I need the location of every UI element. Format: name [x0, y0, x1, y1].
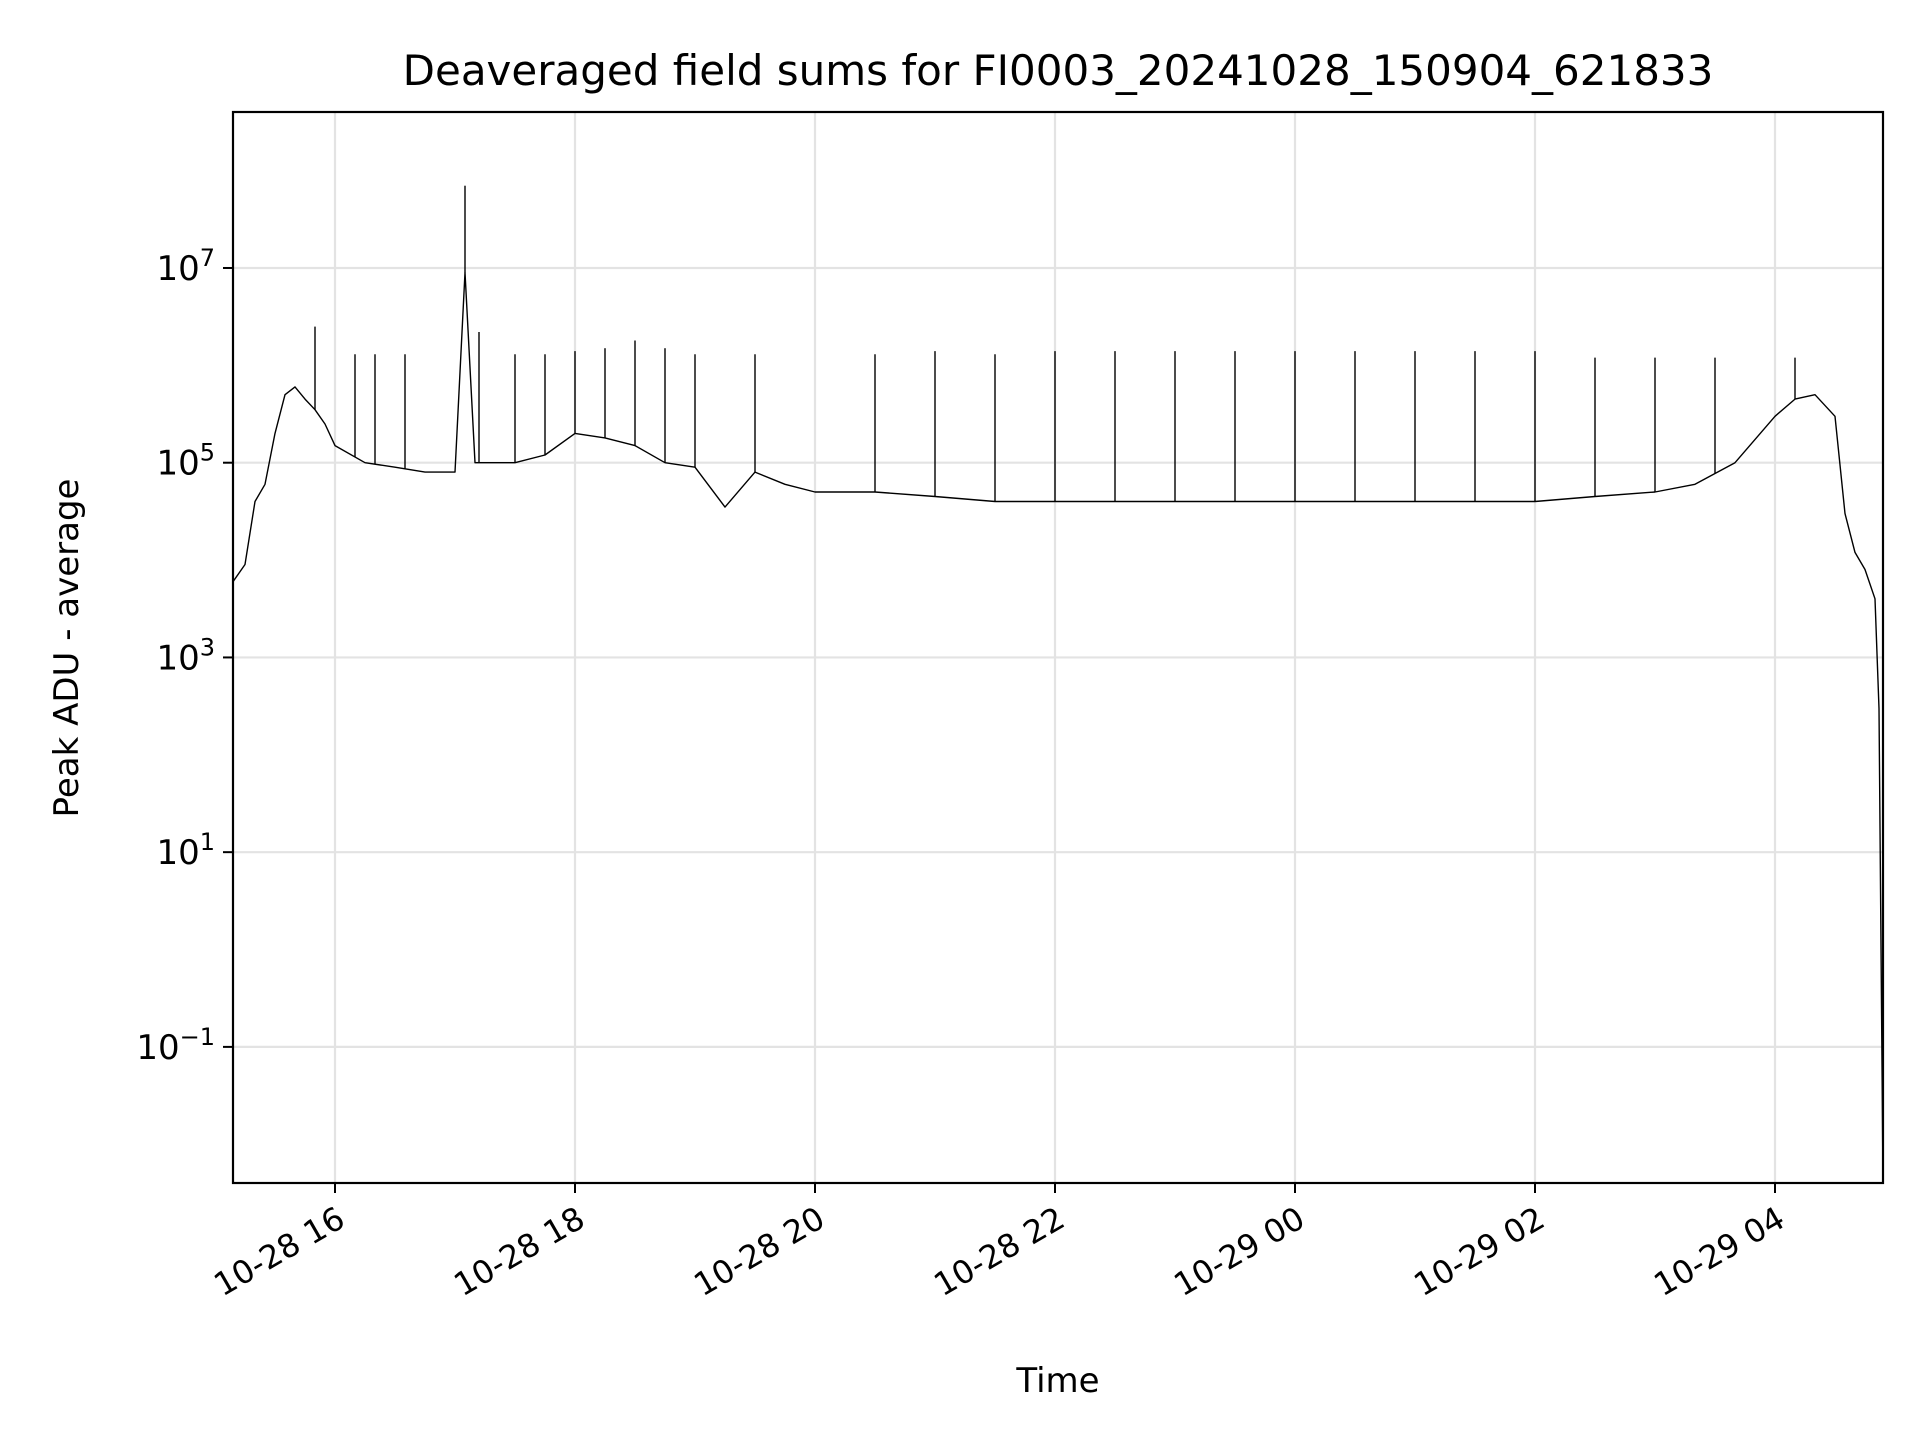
x-tick-label: 10-28 22 — [927, 1199, 1071, 1304]
y-tick-label: 10−1 — [136, 1023, 215, 1068]
x-axis-label: Time — [1015, 1361, 1099, 1401]
x-tick-label: 10-29 00 — [1167, 1199, 1311, 1304]
y-tick-label: 103 — [156, 633, 215, 678]
series-line — [232, 271, 1884, 1184]
grid — [233, 112, 1883, 1183]
plot-area — [232, 185, 1884, 1184]
y-tick-label: 105 — [156, 439, 215, 484]
x-tick-label: 10-28 20 — [687, 1199, 831, 1304]
x-tick-label: 10-29 04 — [1647, 1199, 1791, 1304]
chart-title: Deaveraged field sums for FI0003_2024102… — [403, 46, 1714, 95]
y-tick-label: 107 — [156, 244, 215, 289]
y-tick-label: 101 — [156, 828, 215, 873]
plot-frame — [231, 110, 1885, 1185]
x-tick-label: 10-28 16 — [207, 1199, 351, 1304]
y-axis-label: Peak ADU - average — [47, 479, 87, 818]
axis-ticks: 10-28 16 10-28 18 10-28 20 10-28 22 10-29 00… — [136, 244, 1791, 1304]
x-tick-label: 10-29 02 — [1407, 1199, 1551, 1304]
x-tick-label: 10-28 18 — [447, 1199, 591, 1304]
